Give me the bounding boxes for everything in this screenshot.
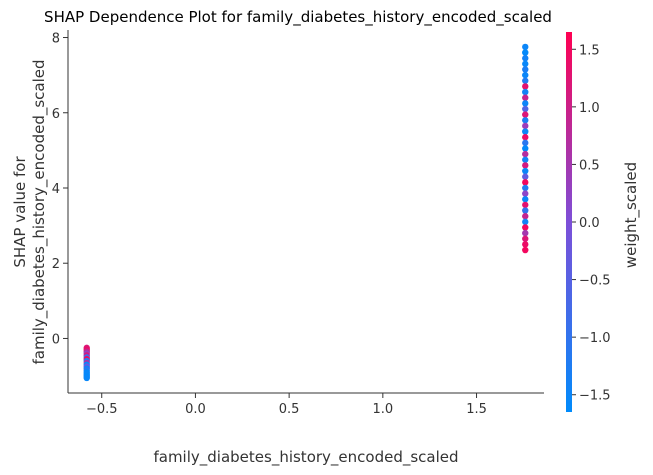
data-point xyxy=(522,88,529,96)
data-point xyxy=(522,77,529,84)
data-point xyxy=(522,196,529,203)
data-point xyxy=(522,55,529,62)
y-axis-label-line-2: family_diabetes_history_encoded_scaled xyxy=(30,59,49,364)
x-axis-label: family_diabetes_history_encoded_scaled xyxy=(153,448,458,467)
y-tick-label: 6 xyxy=(52,107,60,122)
x-tick-label: 0.0 xyxy=(185,402,206,417)
data-point xyxy=(522,246,529,254)
colorbar: −1.5 −1.0 −0.5 0.0 0.5 1.0 1.5 xyxy=(566,32,611,412)
data-point xyxy=(522,201,529,209)
data-point xyxy=(522,117,529,124)
colorbar-tick-label: 1.0 xyxy=(579,101,600,116)
data-point xyxy=(83,374,90,382)
data-point xyxy=(522,229,529,237)
data-point xyxy=(522,179,529,186)
x-axis: −0.5 0.0 0.5 1.0 1.5 xyxy=(68,392,544,417)
data-point xyxy=(522,105,529,113)
x-tick-label: 1.5 xyxy=(466,402,487,417)
colorbar-tick-label: −1.0 xyxy=(579,331,611,346)
data-point xyxy=(522,213,529,220)
data-point xyxy=(522,66,529,73)
y-axis: 0 2 4 6 8 xyxy=(52,30,69,393)
data-point xyxy=(522,122,529,130)
data-point xyxy=(522,134,529,141)
data-point xyxy=(522,128,529,135)
data-point xyxy=(522,139,529,147)
data-point xyxy=(522,162,529,169)
colorbar-tick-label: 1.5 xyxy=(579,43,600,58)
x-tick-label: 1.0 xyxy=(372,402,393,417)
colorbar-tick-label: −0.5 xyxy=(579,274,611,289)
x-tick-label: 0.5 xyxy=(279,402,300,417)
y-axis-label-line-1: SHAP value for xyxy=(11,156,29,268)
data-point xyxy=(522,150,529,158)
data-point xyxy=(522,60,529,68)
y-tick-label: 2 xyxy=(52,257,60,272)
data-point xyxy=(522,71,529,79)
data-point xyxy=(522,241,529,248)
data-point xyxy=(522,190,529,197)
data-point xyxy=(522,184,529,192)
y-tick-label: 0 xyxy=(52,332,60,347)
data-point xyxy=(522,207,529,214)
plot-area xyxy=(83,43,529,382)
data-point xyxy=(522,145,529,152)
data-point xyxy=(522,156,529,163)
data-point xyxy=(522,235,529,242)
colorbar-tick-label: 0.5 xyxy=(579,158,600,173)
data-point xyxy=(522,100,529,107)
colorbar-gradient xyxy=(566,32,572,412)
data-point xyxy=(522,43,529,51)
y-tick-label: 8 xyxy=(52,32,60,47)
chart-title: SHAP Dependence Plot for family_diabetes… xyxy=(44,8,552,27)
colorbar-tick-label: −1.5 xyxy=(579,389,611,404)
data-point xyxy=(522,111,529,118)
data-point xyxy=(522,83,529,90)
data-point xyxy=(522,224,529,231)
colorbar-label: weight_scaled xyxy=(622,162,641,268)
x-tick-label: −0.5 xyxy=(86,402,118,417)
y-tick-label: 4 xyxy=(52,182,60,197)
data-point xyxy=(522,218,529,226)
data-point xyxy=(522,173,529,180)
data-point xyxy=(522,94,529,101)
colorbar-tick-label: 0.0 xyxy=(579,216,600,231)
data-point xyxy=(522,49,529,56)
data-point xyxy=(522,167,529,175)
